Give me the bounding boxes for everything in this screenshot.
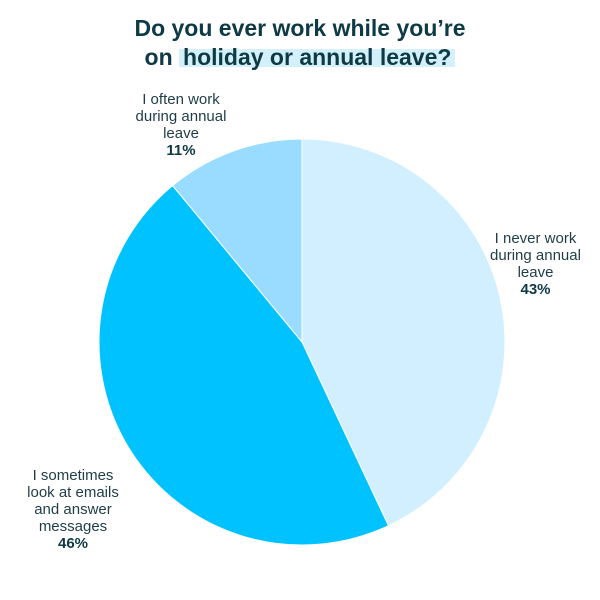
slice-label-never-work: I never work during annual leave 43% xyxy=(478,230,593,298)
slice-label-text: I sometimes look at emails and answer me… xyxy=(27,467,119,535)
slice-label-often-work: I often work during annual leave 11% xyxy=(126,91,236,159)
slice-label-percent: 11% xyxy=(166,142,196,159)
slice-label-text: I often work during annual leave xyxy=(135,91,227,142)
title-line-1: Do you ever work while you’re xyxy=(134,15,466,41)
title-line-2: on holiday or annual leave? xyxy=(0,43,600,72)
slice-label-text: I never work during annual leave xyxy=(490,230,581,281)
pie-slice-often-work xyxy=(171,138,303,344)
slice-label-sometimes-check: I sometimes look at emails and answer me… xyxy=(8,467,138,552)
title-line-2-prefix: on xyxy=(144,44,173,70)
title-highlight: holiday or annual leave? xyxy=(179,44,456,70)
pie-slice-sometimes-check xyxy=(98,184,390,546)
slice-label-percent: 46% xyxy=(57,535,89,552)
pie-slice-never-work xyxy=(301,138,506,527)
chart-title: Do you ever work while you’re on holiday… xyxy=(0,14,600,72)
slice-label-percent: 43% xyxy=(520,281,551,298)
